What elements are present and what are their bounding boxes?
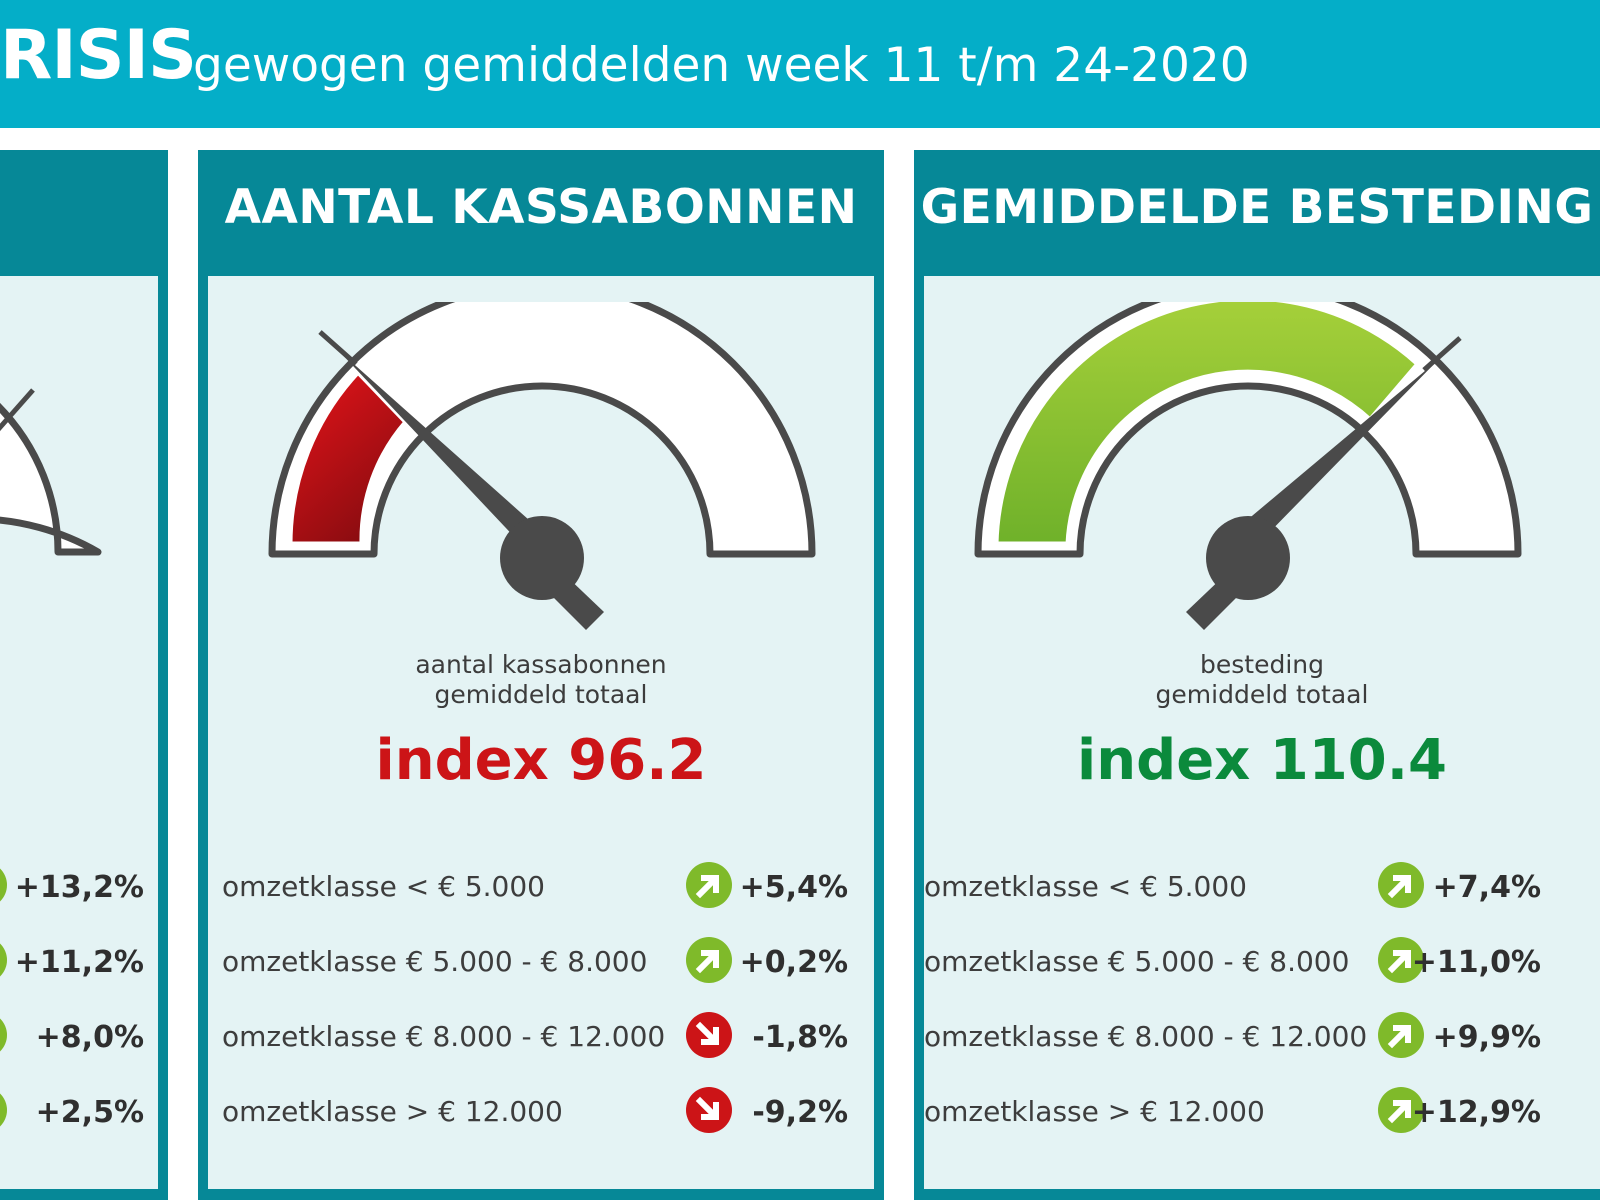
gauge-needle-tail xyxy=(546,572,604,630)
gauge-needle xyxy=(1240,360,1438,544)
row-value: +12,9% xyxy=(1411,1095,1541,1130)
table-row: omzetklasse < € 5.000 +7,4% xyxy=(924,856,1541,916)
table-row: omzetklasse € 8.000 - € 12.000 -1,8% xyxy=(222,1006,848,1066)
row-value: -1,8% xyxy=(752,1020,848,1055)
gauge-track xyxy=(268,302,816,558)
index-kassabonnen: index 96.2 xyxy=(375,728,707,793)
arrow-up-right-icon xyxy=(1377,1011,1425,1059)
panel-kassabonnen: AANTAL KASSABONNEN aantal kassabonnen ge… xyxy=(198,150,884,1200)
panel-title-kassabonnen: AANTAL KASSABONNEN xyxy=(224,180,858,235)
gauge-needle-tail xyxy=(1186,572,1244,630)
row-label: omzetklasse < € 5.000 xyxy=(924,870,1247,903)
caption-line-1: besteding xyxy=(1200,650,1324,679)
arrow-down-right-icon xyxy=(685,1011,733,1059)
table-row: omzetklasse > € 12.000 +12,9% xyxy=(924,1081,1541,1141)
arrow-down-right-icon xyxy=(685,1086,733,1134)
row-label: omzetklasse € 8.000 - € 12.000 xyxy=(222,1020,666,1053)
arrow-up-right-icon xyxy=(0,861,8,909)
panel-left-cropped: +13,2% +11,2% +8,0% +2,5% xyxy=(0,150,168,1200)
row-value: +2,5% xyxy=(35,1095,144,1130)
arrow-up-right-icon xyxy=(685,936,733,984)
row-value: +11,0% xyxy=(1411,945,1541,980)
gauge-kassabonnen xyxy=(268,302,816,630)
row-value: -9,2% xyxy=(752,1095,848,1130)
arrow-up-right-icon xyxy=(1377,936,1425,984)
arrow-up-right-icon xyxy=(0,1011,8,1059)
caption-line-2: gemiddeld totaal xyxy=(1155,680,1369,709)
gauge-fill-red xyxy=(287,369,409,547)
panel-besteding: GEMIDDELDE BESTEDING besteding gemiddeld… xyxy=(914,150,1600,1200)
row-label: omzetklasse € 5.000 - € 8.000 xyxy=(222,945,648,978)
row-label: omzetklasse > € 12.000 xyxy=(924,1095,1265,1128)
row-value: +13,2% xyxy=(14,870,144,905)
table-row: +13,2% xyxy=(0,856,144,916)
row-label: omzetklasse > € 12.000 xyxy=(222,1095,563,1128)
row-value: +0,2% xyxy=(739,945,848,980)
row-value: +7,4% xyxy=(1432,870,1541,905)
table-row: omzetklasse > € 12.000 -9,2% xyxy=(222,1081,848,1141)
caption-line-1: aantal kassabonnen xyxy=(415,650,667,679)
gauge-left-partial xyxy=(0,388,102,556)
table-row: +11,2% xyxy=(0,931,144,991)
table-row: +8,0% xyxy=(0,1006,144,1066)
banner-title-fragment: RISIS xyxy=(0,16,197,95)
arrow-up-right-icon xyxy=(0,936,8,984)
top-banner: RISIS gewogen gemiddelden week 11 t/m 24… xyxy=(0,0,1600,128)
gauge-besteding xyxy=(974,302,1522,630)
caption-kassabonnen: aantal kassabonnen gemiddeld totaal xyxy=(208,650,874,710)
banner-subtitle: gewogen gemiddelden week 11 t/m 24-2020 xyxy=(193,38,1250,93)
gauge-tick-mark xyxy=(1422,336,1462,372)
table-row: omzetklasse € 5.000 - € 8.000 +0,2% xyxy=(222,931,848,991)
panel-title-besteding: GEMIDDELDE BESTEDING xyxy=(920,180,1594,235)
row-label: omzetklasse € 5.000 - € 8.000 xyxy=(924,945,1350,978)
gauge-tick-mark xyxy=(318,330,358,366)
panel-besteding-body: besteding gemiddeld totaal index 110.4 o… xyxy=(924,276,1600,1189)
row-value: +8,0% xyxy=(35,1020,144,1055)
table-row: omzetklasse € 8.000 - € 12.000 +9,9% xyxy=(924,1006,1541,1066)
caption-line-2: gemiddeld totaal xyxy=(434,680,648,709)
table-row: omzetklasse € 5.000 - € 8.000 +11,0% xyxy=(924,931,1541,991)
row-value: +11,2% xyxy=(14,945,144,980)
arrow-up-right-icon xyxy=(0,1086,8,1134)
table-row: omzetklasse < € 5.000 +5,4% xyxy=(222,856,848,916)
arrow-up-right-icon xyxy=(1377,861,1425,909)
gauge-needle xyxy=(338,350,556,562)
gauge-fill-green xyxy=(993,302,1421,547)
table-row: +2,5% xyxy=(0,1081,144,1141)
row-value: +9,9% xyxy=(1432,1020,1541,1055)
row-label: omzetklasse € 8.000 - € 12.000 xyxy=(924,1020,1368,1053)
row-label: omzetklasse < € 5.000 xyxy=(222,870,545,903)
caption-besteding: besteding gemiddeld totaal xyxy=(924,650,1600,710)
index-besteding: index 110.4 xyxy=(1077,728,1447,793)
panel-kassabonnen-body: aantal kassabonnen gemiddeld totaal inde… xyxy=(208,276,874,1189)
arrow-up-right-icon xyxy=(1377,1086,1425,1134)
arrow-up-right-icon xyxy=(685,861,733,909)
panel-left-body: +13,2% +11,2% +8,0% +2,5% xyxy=(0,276,158,1189)
row-value: +5,4% xyxy=(739,870,848,905)
